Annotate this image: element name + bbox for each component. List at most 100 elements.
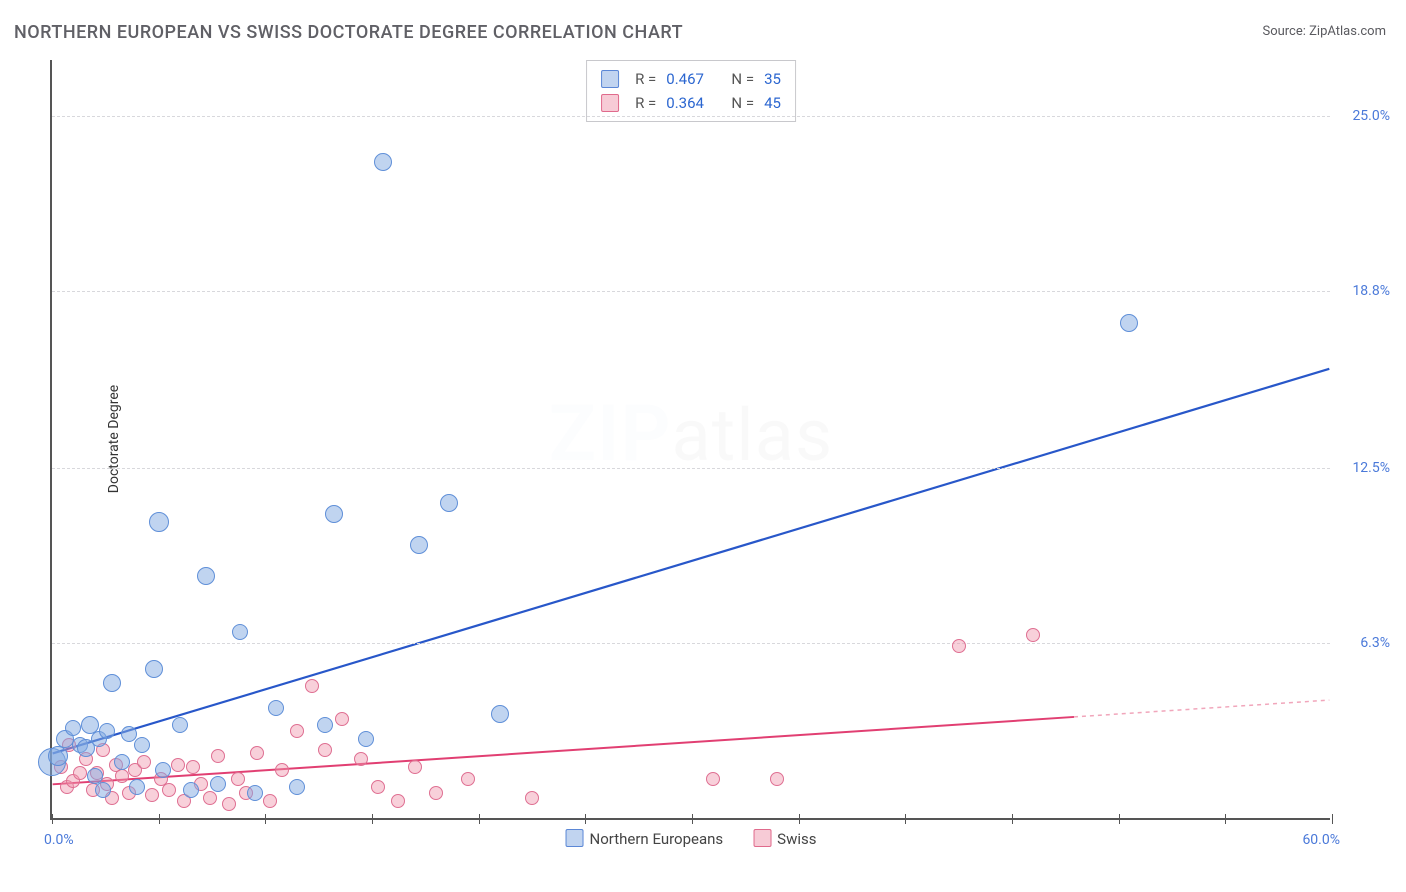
data-point-pink <box>145 788 159 802</box>
data-point-pink <box>263 794 277 808</box>
source-link[interactable]: ZipAtlas.com <box>1309 24 1386 39</box>
data-point-blue <box>155 762 171 778</box>
data-point-pink <box>137 755 151 769</box>
gridline-h <box>52 643 1330 644</box>
data-point-pink <box>461 772 475 786</box>
n-value-1: 35 <box>764 67 781 91</box>
data-point-pink <box>318 743 332 757</box>
x-tick <box>1332 814 1333 824</box>
x-tick <box>799 814 800 824</box>
x-tick <box>1225 814 1226 824</box>
data-point-pink <box>305 679 319 693</box>
swatch-pink-icon <box>601 94 619 112</box>
data-point-pink <box>354 752 368 766</box>
correlation-stats-box: R = 0.467 N = 35 R = 0.364 N = 45 <box>586 60 796 122</box>
data-point-blue <box>129 779 145 795</box>
data-point-blue <box>289 779 305 795</box>
data-point-blue <box>358 731 374 747</box>
x-tick <box>479 814 480 824</box>
watermark: ZIPatlas <box>549 389 833 480</box>
x-axis-max-label: 60.0% <box>1302 832 1340 848</box>
legend-item-blue: Northern Europeans <box>566 829 724 848</box>
bottom-legend: Northern Europeans Swiss <box>566 829 817 848</box>
data-point-blue <box>65 720 81 736</box>
data-point-blue <box>95 782 111 798</box>
data-point-pink <box>203 791 217 805</box>
gridline-h <box>52 291 1330 292</box>
x-tick <box>52 814 53 824</box>
data-point-blue <box>103 674 121 692</box>
data-point-pink <box>429 786 443 800</box>
data-point-pink <box>171 758 185 772</box>
data-point-blue <box>325 505 343 523</box>
data-point-blue <box>440 494 458 512</box>
n-label-1: N = <box>731 67 754 91</box>
data-point-pink <box>290 724 304 738</box>
x-axis-min-label: 0.0% <box>44 832 74 848</box>
data-point-pink <box>222 797 236 811</box>
data-point-pink <box>335 712 349 726</box>
data-point-blue <box>247 785 263 801</box>
data-point-blue <box>1120 314 1138 332</box>
gridline-h <box>52 468 1330 469</box>
r-value-2: 0.364 <box>666 91 704 115</box>
data-point-blue <box>232 624 248 640</box>
gridline-h <box>52 116 1330 117</box>
swatch-blue-icon <box>601 70 619 88</box>
source-prefix: Source: <box>1262 24 1309 39</box>
data-point-blue <box>374 153 392 171</box>
data-point-pink <box>391 794 405 808</box>
watermark-part2: atlas <box>672 393 834 478</box>
data-point-blue <box>48 746 68 766</box>
chart-plot-area: Doctorate Degree ZIPatlas R = 0.467 N = … <box>50 60 1330 820</box>
x-tick <box>372 814 373 824</box>
x-tick <box>1012 814 1013 824</box>
data-point-blue <box>197 567 215 585</box>
y-tick-label: 18.8% <box>1352 283 1390 299</box>
data-point-pink <box>250 746 264 760</box>
x-tick <box>692 814 693 824</box>
legend-label-blue: Northern Europeans <box>590 830 724 848</box>
data-point-blue <box>210 776 226 792</box>
legend-swatch-pink-icon <box>753 829 771 847</box>
stats-row-pink: R = 0.364 N = 45 <box>601 91 781 115</box>
data-point-blue <box>145 660 163 678</box>
n-value-2: 45 <box>764 91 781 115</box>
data-point-pink <box>162 783 176 797</box>
data-point-pink <box>770 772 784 786</box>
x-tick <box>1119 814 1120 824</box>
data-point-pink <box>211 749 225 763</box>
data-point-pink <box>186 760 200 774</box>
x-tick <box>159 814 160 824</box>
x-tick <box>905 814 906 824</box>
data-point-pink <box>408 760 422 774</box>
stats-row-blue: R = 0.467 N = 35 <box>601 67 781 91</box>
chart-title: NORTHERN EUROPEAN VS SWISS DOCTORATE DEG… <box>14 22 683 43</box>
n-label-2: N = <box>731 91 754 115</box>
x-tick <box>585 814 586 824</box>
watermark-part1: ZIP <box>549 389 672 480</box>
r-value-1: 0.467 <box>666 67 704 91</box>
data-point-blue <box>410 536 428 554</box>
data-point-blue <box>183 782 199 798</box>
data-point-pink <box>706 772 720 786</box>
data-point-pink <box>952 639 966 653</box>
trend-line <box>53 717 1074 784</box>
data-point-blue <box>114 754 130 770</box>
data-point-blue <box>268 700 284 716</box>
data-point-blue <box>317 717 333 733</box>
y-tick-label: 6.3% <box>1360 635 1390 651</box>
data-point-pink <box>73 766 87 780</box>
data-point-pink <box>275 763 289 777</box>
data-point-pink <box>371 780 385 794</box>
data-point-blue <box>172 717 188 733</box>
data-point-pink <box>231 772 245 786</box>
r-label-1: R = <box>635 67 656 91</box>
data-point-blue <box>491 705 509 723</box>
legend-label-pink: Swiss <box>777 830 816 848</box>
legend-item-pink: Swiss <box>753 829 816 848</box>
x-tick <box>265 814 266 824</box>
y-tick-label: 25.0% <box>1352 108 1390 124</box>
y-axis-label: Doctorate Degree <box>106 385 122 493</box>
data-point-pink <box>1026 628 1040 642</box>
